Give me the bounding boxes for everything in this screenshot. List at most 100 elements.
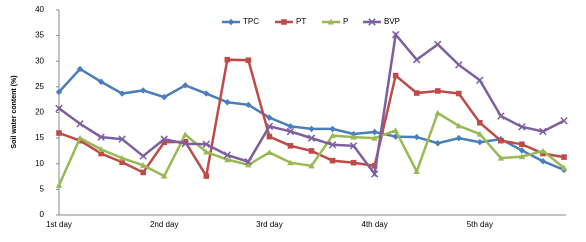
marker: [245, 161, 252, 168]
marker: [477, 119, 483, 126]
marker: [455, 61, 463, 69]
chart: Soil water content (%) 0 5 10 15 20 25 30 35 40 1…: [11, 5, 568, 229]
marker: [434, 88, 441, 94]
marker: [245, 57, 252, 64]
marker: [476, 76, 484, 84]
marker: [76, 134, 84, 141]
marker: [455, 90, 462, 97]
marker: [118, 90, 126, 97]
marker: [55, 182, 63, 188]
marker: [140, 169, 146, 176]
marker: [307, 134, 316, 142]
marker: [413, 133, 420, 141]
y-tick-label: 40: [35, 5, 44, 14]
marker: [391, 30, 400, 39]
marker: [227, 18, 235, 26]
y-tick-label: 20: [35, 108, 44, 117]
marker: [97, 146, 105, 152]
marker: [392, 72, 399, 79]
y-tick-label: 25: [35, 82, 44, 91]
marker: [182, 82, 189, 89]
marker: [139, 162, 147, 168]
marker: [329, 157, 336, 164]
marker: [139, 87, 147, 94]
marker: [518, 147, 526, 154]
marker: [350, 159, 357, 166]
marker: [97, 78, 105, 85]
marker: [161, 93, 168, 101]
marker: [561, 154, 567, 160]
y-axis-title: Soil water content (%): [11, 75, 18, 148]
marker: [224, 99, 231, 106]
marker: [182, 131, 189, 138]
marker: [455, 122, 462, 129]
marker: [223, 151, 232, 159]
marker: [266, 133, 273, 140]
marker: [476, 130, 484, 137]
marker: [413, 90, 420, 96]
marker: [224, 156, 231, 163]
marker: [139, 152, 147, 160]
y-tick-label: 0: [40, 210, 45, 219]
marker: [518, 153, 526, 160]
marker: [118, 154, 126, 161]
marker: [560, 164, 568, 171]
marker: [119, 159, 125, 166]
marker: [286, 127, 295, 136]
marker: [327, 18, 335, 25]
legend-label: PT: [296, 17, 306, 26]
marker: [308, 125, 315, 133]
marker: [266, 114, 273, 121]
marker: [413, 168, 420, 174]
marker: [350, 133, 357, 140]
marker: [370, 170, 379, 178]
marker: [287, 143, 294, 149]
marker: [434, 140, 441, 147]
y-tick-label: 10: [35, 159, 44, 168]
marker: [412, 55, 421, 64]
marker: [540, 150, 546, 157]
marker: [560, 116, 568, 125]
y-tick-label: 35: [35, 31, 44, 40]
y-tick-label: 15: [35, 133, 44, 142]
marker: [76, 65, 84, 73]
marker: [497, 154, 505, 161]
marker: [539, 157, 547, 165]
marker: [371, 134, 378, 141]
marker: [539, 147, 547, 154]
marker: [161, 172, 168, 179]
y-tick-label: 5: [40, 184, 45, 193]
series-line: [58, 58, 565, 180]
marker: [182, 138, 189, 145]
marker: [518, 123, 526, 131]
marker: [118, 135, 126, 143]
marker: [56, 130, 62, 136]
marker: [161, 139, 168, 146]
legend-label: P: [343, 17, 348, 26]
x-tick-label: 5th day: [467, 220, 493, 229]
marker: [287, 159, 294, 166]
marker: [434, 40, 442, 49]
x-tick-label: 3rd day: [256, 220, 283, 229]
marker: [498, 137, 504, 144]
x-tick-label: 2nd day: [150, 220, 178, 229]
marker: [245, 101, 252, 109]
marker: [497, 112, 505, 120]
marker: [281, 19, 287, 25]
marker: [55, 88, 63, 96]
marker: [202, 140, 211, 149]
marker: [287, 123, 294, 130]
marker: [308, 148, 315, 154]
marker: [76, 120, 84, 128]
marker: [266, 149, 273, 156]
marker: [368, 18, 376, 26]
marker: [392, 127, 399, 133]
y-tick-label: 30: [35, 56, 44, 65]
marker: [224, 56, 231, 63]
marker: [160, 135, 168, 143]
marker: [329, 132, 336, 139]
marker: [308, 162, 315, 169]
series-line: [58, 67, 565, 172]
marker: [371, 128, 378, 136]
